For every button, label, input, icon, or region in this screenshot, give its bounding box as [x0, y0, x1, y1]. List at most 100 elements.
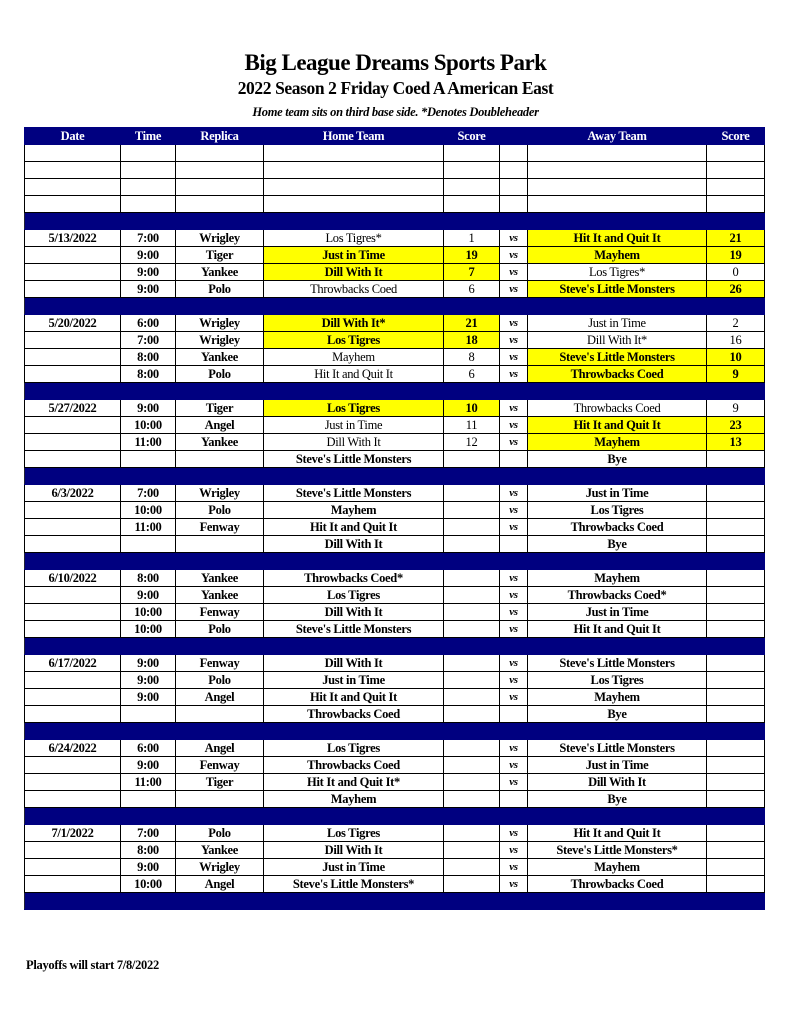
- away-team-cell: Just in Time: [527, 484, 707, 502]
- blank-cell: [24, 195, 121, 213]
- away-score-cell: [706, 450, 765, 468]
- date-cell: [24, 586, 121, 604]
- separator-cell: [175, 467, 264, 485]
- away-score-cell: 23: [706, 416, 765, 434]
- away-team-cell: Mayhem: [527, 569, 707, 587]
- time-cell: 9:00: [120, 654, 176, 672]
- date-cell: [24, 331, 121, 349]
- week-separator: [24, 552, 765, 570]
- away-score-cell: [706, 705, 765, 723]
- separator-cell: [120, 892, 176, 910]
- vs-cell: vs: [499, 518, 528, 536]
- home-team-cell: Mayhem: [263, 790, 444, 808]
- week-separator: [24, 382, 765, 400]
- blank-cell: [24, 178, 121, 196]
- date-cell: [24, 450, 121, 468]
- blank-cell: [175, 144, 264, 162]
- game-row: 10:00 Angel Steve's Little Monsters* vs Thro…: [24, 875, 765, 893]
- time-cell: 11:00: [120, 433, 176, 451]
- blank-cell: [24, 161, 121, 179]
- home-team-cell: Los Tigres: [263, 824, 444, 842]
- away-score-cell: [706, 756, 765, 774]
- replica-cell: Polo: [175, 824, 264, 842]
- blank-cell: [120, 195, 176, 213]
- separator-cell: [24, 552, 121, 570]
- date-cell: [24, 263, 121, 281]
- away-team-cell: Bye: [527, 705, 707, 723]
- home-team-cell: Dill With It: [263, 841, 444, 859]
- blank-cell: [175, 195, 264, 213]
- home-score-cell: [443, 858, 500, 876]
- separator-cell: [443, 297, 500, 315]
- away-score-cell: [706, 671, 765, 689]
- separator-cell: [263, 807, 444, 825]
- blank-cell: [263, 195, 444, 213]
- separator-cell: [175, 552, 264, 570]
- vs-cell: vs: [499, 875, 528, 893]
- blank-cell: [706, 161, 765, 179]
- vs-cell: vs: [499, 314, 528, 332]
- away-team-cell: Throwbacks Coed: [527, 875, 707, 893]
- home-team-cell: Just in Time: [263, 858, 444, 876]
- replica-cell: Angel: [175, 416, 264, 434]
- separator-cell: [499, 382, 528, 400]
- home-score-cell: 19: [443, 246, 500, 264]
- game-row: 11:00 Yankee Dill With It 12 vs Mayhem 13: [24, 433, 765, 451]
- date-cell: [24, 246, 121, 264]
- time-cell: 10:00: [120, 620, 176, 638]
- separator-cell: [120, 807, 176, 825]
- replica-cell: Wrigley: [175, 229, 264, 247]
- away-team-cell: Throwbacks Coed: [527, 365, 707, 383]
- separator-cell: [24, 637, 121, 655]
- blank-cell: [706, 178, 765, 196]
- blank-cell: [706, 144, 765, 162]
- game-row: 5/27/2022 9:00 Tiger Los Tigres 10 vs Throwbac…: [24, 399, 765, 417]
- separator-cell: [706, 212, 765, 230]
- away-team-cell: Steve's Little Monsters: [527, 739, 707, 757]
- home-score-cell: [443, 586, 500, 604]
- blank-row: [24, 195, 765, 213]
- home-score-cell: [443, 603, 500, 621]
- vs-cell: vs: [499, 603, 528, 621]
- page-title: Big League Dreams Sports Park: [244, 50, 547, 75]
- separator-cell: [120, 212, 176, 230]
- time-cell: 9:00: [120, 671, 176, 689]
- blank-cell: [263, 144, 444, 162]
- separator-cell: [24, 807, 121, 825]
- date-cell: [24, 501, 121, 519]
- away-team-cell: Hit It and Quit It: [527, 229, 707, 247]
- replica-cell: Tiger: [175, 773, 264, 791]
- home-score-cell: 18: [443, 331, 500, 349]
- away-team-cell: Hit It and Quit It: [527, 620, 707, 638]
- separator-cell: [443, 807, 500, 825]
- away-team-cell: Steve's Little Monsters: [527, 654, 707, 672]
- date-cell: 6/3/2022: [24, 484, 121, 502]
- time-cell: 8:00: [120, 348, 176, 366]
- separator-cell: [527, 637, 707, 655]
- vs-cell: vs: [499, 858, 528, 876]
- separator-cell: [499, 467, 528, 485]
- vs-cell: vs: [499, 416, 528, 434]
- separator-cell: [706, 382, 765, 400]
- column-header-time: Time: [120, 127, 176, 145]
- vs-cell: vs: [499, 263, 528, 281]
- game-row: 8:00 Yankee Dill With It vs Steve's Little M…: [24, 841, 765, 859]
- date-cell: [24, 416, 121, 434]
- time-cell: 10:00: [120, 875, 176, 893]
- separator-cell: [706, 807, 765, 825]
- date-cell: [24, 348, 121, 366]
- game-row: 9:00 Angel Hit It and Quit It vs Mayhem: [24, 688, 765, 706]
- separator-cell: [263, 892, 444, 910]
- separator-cell: [706, 297, 765, 315]
- separator-cell: [499, 637, 528, 655]
- time-cell: [120, 705, 176, 723]
- separator-cell: [24, 212, 121, 230]
- away-team-cell: Los Tigres: [527, 671, 707, 689]
- home-score-cell: [443, 841, 500, 859]
- separator-cell: [527, 297, 707, 315]
- date-cell: 5/27/2022: [24, 399, 121, 417]
- home-score-cell: 8: [443, 348, 500, 366]
- game-row: 9:00 Wrigley Just in Time vs Mayhem: [24, 858, 765, 876]
- separator-cell: [120, 297, 176, 315]
- separator-cell: [527, 892, 707, 910]
